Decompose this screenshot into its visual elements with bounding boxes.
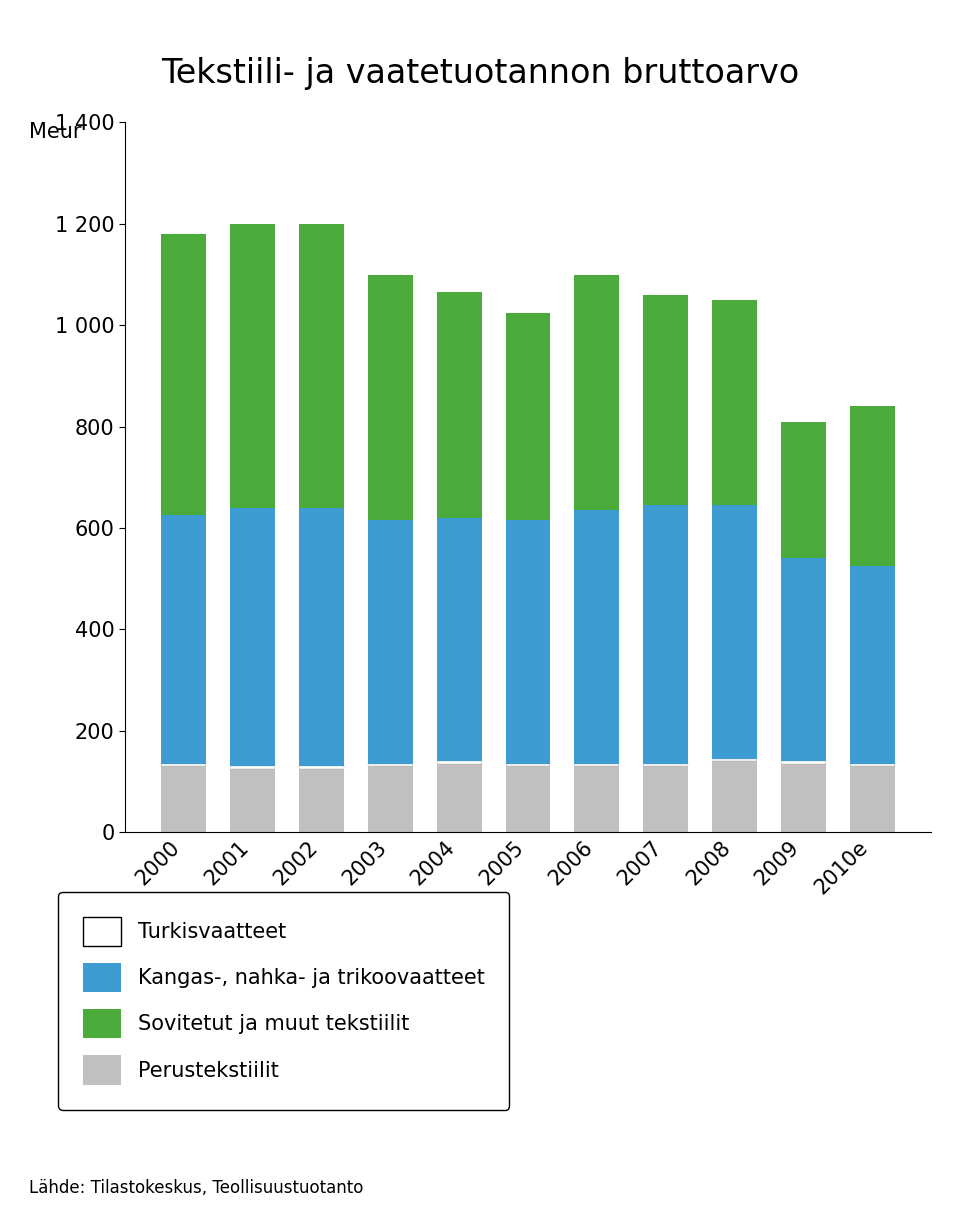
Bar [781, 764, 826, 832]
Bar [506, 766, 550, 832]
Bar [437, 293, 482, 518]
Bar [712, 300, 756, 506]
Bar [368, 766, 413, 832]
Bar [161, 766, 206, 832]
Bar [437, 518, 482, 761]
Bar [230, 224, 275, 508]
Bar [850, 764, 895, 766]
Bar [161, 234, 206, 515]
Bar [506, 520, 550, 764]
Bar [574, 510, 619, 764]
Bar [643, 766, 688, 832]
Bar [506, 312, 550, 520]
Bar [643, 506, 688, 764]
Legend: Turkisvaatteet, Kangas-, nahka- ja trikoovaatteet, Sovitetut ja muut tekstiilit,: Turkisvaatteet, Kangas-, nahka- ja triko… [59, 892, 510, 1110]
Bar [437, 761, 482, 764]
Bar [230, 766, 275, 769]
Bar [230, 508, 275, 766]
Text: Meur: Meur [29, 122, 82, 142]
Bar [781, 421, 826, 558]
Bar [712, 506, 756, 759]
Bar [368, 274, 413, 520]
Bar [712, 761, 756, 832]
Bar [161, 764, 206, 766]
Bar [161, 515, 206, 764]
Bar [300, 224, 344, 508]
Bar [506, 764, 550, 766]
Bar [781, 761, 826, 764]
Text: Tekstiili- ja vaatetuotannon bruttoarvo: Tekstiili- ja vaatetuotannon bruttoarvo [161, 58, 799, 89]
Bar [850, 406, 895, 567]
Bar [643, 295, 688, 506]
Text: Lähde: Tilastokeskus, Teollisuustuotanto: Lähde: Tilastokeskus, Teollisuustuotanto [29, 1179, 363, 1197]
Bar [437, 764, 482, 832]
Bar [574, 766, 619, 832]
Bar [574, 764, 619, 766]
Bar [574, 274, 619, 510]
Bar [300, 508, 344, 766]
Bar [850, 567, 895, 764]
Bar [850, 766, 895, 832]
Bar [368, 520, 413, 764]
Bar [300, 766, 344, 769]
Bar [643, 764, 688, 766]
Bar [230, 769, 275, 832]
Bar [368, 764, 413, 766]
Bar [712, 759, 756, 761]
Bar [300, 769, 344, 832]
Bar [781, 558, 826, 761]
